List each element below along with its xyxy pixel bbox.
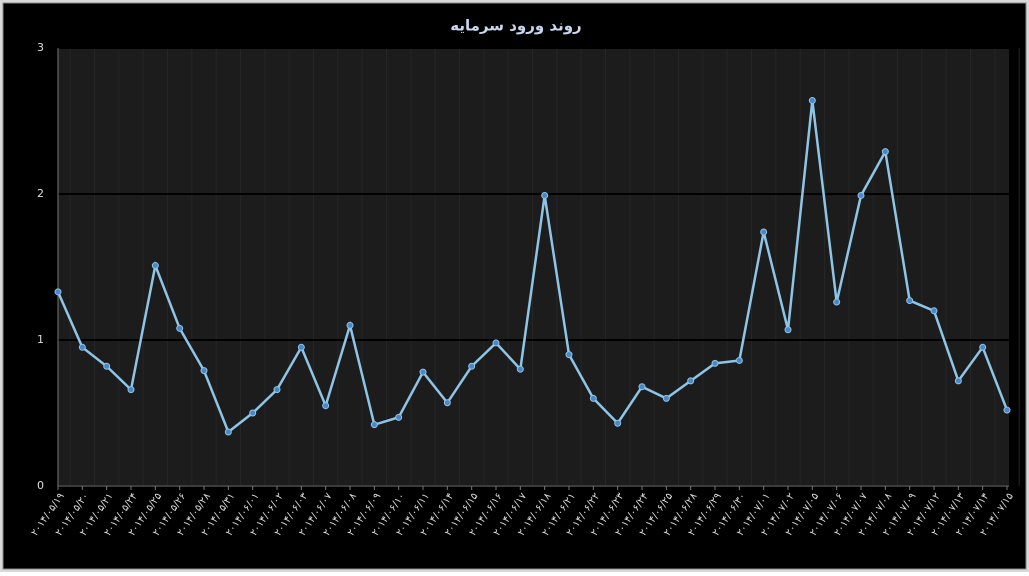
data-point: [127, 386, 135, 394]
data-point: [614, 419, 622, 427]
data-point: [346, 321, 354, 329]
data-point: [1003, 406, 1011, 414]
data-point: [54, 288, 62, 296]
data-point: [273, 386, 281, 394]
data-point: [565, 351, 573, 359]
data-point: [735, 356, 743, 364]
data-point: [370, 421, 378, 429]
data-point: [979, 343, 987, 351]
data-point: [443, 399, 451, 407]
data-point: [881, 148, 889, 156]
data-point: [930, 307, 938, 315]
y-tick-label: 1: [37, 333, 44, 346]
data-point: [808, 97, 816, 105]
data-point: [176, 324, 184, 332]
data-point: [516, 365, 524, 373]
data-point: [589, 394, 597, 402]
chart-title: روند ورود سرمایه: [450, 17, 581, 35]
data-line: [56, 100, 1009, 434]
data-point: [711, 359, 719, 367]
data-point: [833, 298, 841, 306]
y-tick-label: 2: [37, 187, 44, 200]
data-point: [857, 191, 865, 199]
data-point: [760, 228, 768, 236]
data-point: [492, 339, 500, 347]
data-point: [249, 409, 257, 417]
y-tick-label: 3: [37, 41, 44, 54]
data-point: [297, 343, 305, 351]
data-point: [322, 402, 330, 410]
data-point: [638, 383, 646, 391]
data-point: [419, 368, 427, 376]
data-point: [103, 362, 111, 370]
data-point: [662, 394, 670, 402]
data-point: [468, 362, 476, 370]
data-point: [151, 262, 159, 270]
data-point: [687, 377, 695, 385]
data-point: [78, 343, 86, 351]
data-point: [541, 191, 549, 199]
data-point: [395, 413, 403, 421]
data-point: [224, 428, 232, 436]
data-point: [954, 377, 962, 385]
data-point: [906, 297, 914, 305]
data-point: [200, 367, 208, 375]
y-tick-label: 0: [37, 479, 44, 492]
data-point: [784, 326, 792, 334]
